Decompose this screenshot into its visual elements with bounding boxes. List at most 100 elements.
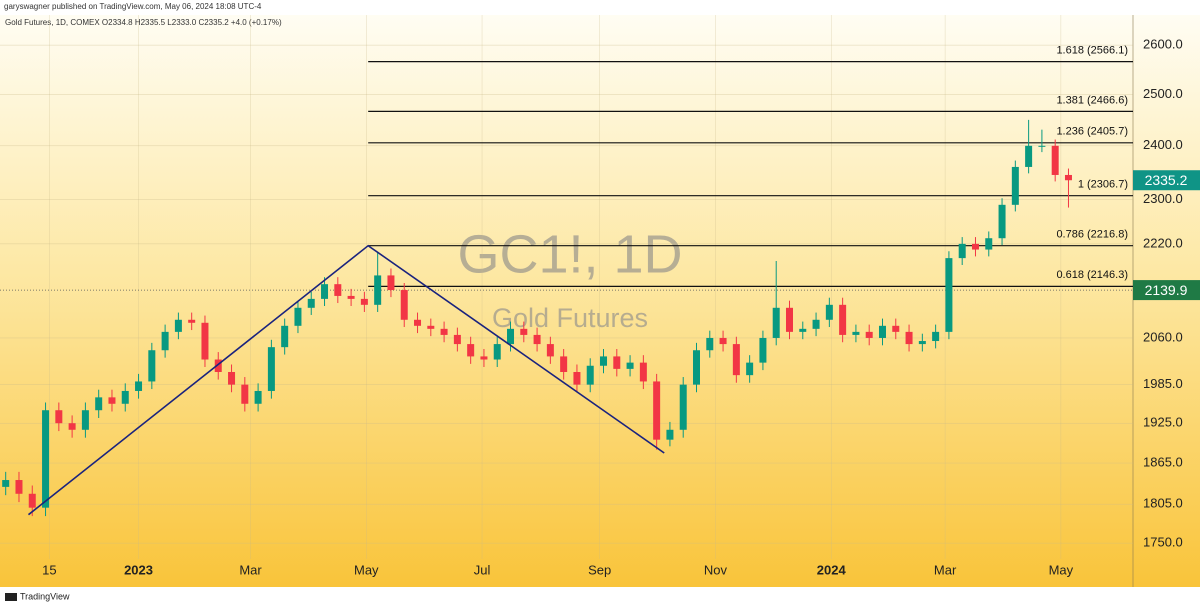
candle-body	[1025, 145, 1033, 167]
x-tick-label: 2024	[817, 562, 847, 577]
y-tick-label: 2220.0	[1143, 235, 1183, 250]
y-tick-label: 2060.0	[1143, 329, 1183, 344]
candle-body	[68, 423, 76, 430]
candle-body	[321, 284, 329, 299]
fib-level-label: 1.381 (2466.6)	[1056, 94, 1128, 106]
candle-body	[666, 429, 674, 440]
fib-level-label: 1.236 (2405.7)	[1056, 126, 1128, 138]
candle-body	[188, 319, 196, 323]
fib-level-label: 0.786 (2216.8)	[1056, 229, 1128, 241]
candle-body	[135, 381, 143, 391]
footer-text: TradingView	[20, 591, 70, 601]
y-tick-label: 1805.0	[1143, 496, 1183, 511]
candle-body	[573, 372, 581, 385]
candle-body	[772, 307, 780, 338]
candle-body	[613, 356, 621, 369]
candle-body	[267, 347, 275, 391]
x-tick-label: May	[354, 562, 379, 577]
candle-body	[427, 325, 435, 329]
candle-body	[241, 384, 249, 404]
marker-price-box	[1133, 280, 1200, 301]
watermark-subtitle: Gold Futures	[492, 303, 648, 333]
footer-bar	[0, 587, 1200, 607]
y-tick-label: 2400.0	[1143, 137, 1183, 152]
candle-body	[732, 344, 740, 376]
fib-level-label: 1.618 (2566.1)	[1056, 45, 1128, 57]
candle-body	[945, 258, 953, 332]
candle-body	[560, 356, 568, 373]
candle-body	[679, 384, 687, 430]
candle-body	[174, 319, 182, 332]
candle-body	[1051, 145, 1059, 175]
candle-body	[546, 344, 554, 357]
candle-body	[746, 362, 754, 376]
candle-body	[706, 337, 714, 351]
plot-background	[0, 15, 1200, 587]
candle-body	[414, 319, 422, 326]
last-price-box	[1133, 170, 1200, 191]
candle-body	[28, 493, 36, 508]
y-tick-label: 2600.0	[1143, 37, 1183, 52]
x-tick-label: 15	[42, 562, 56, 577]
y-tick-label: 2300.0	[1143, 191, 1183, 206]
candle-body	[852, 331, 860, 335]
candle-body	[626, 362, 634, 369]
candle-body	[493, 344, 501, 360]
watermark-title: GC1!, 1D	[457, 224, 682, 284]
candle-body	[55, 410, 63, 424]
candle-body	[878, 325, 886, 338]
candle-body	[985, 238, 993, 250]
candle-body	[719, 337, 727, 345]
candle-body	[653, 381, 661, 440]
candle-body	[918, 341, 926, 345]
candle-body	[693, 350, 701, 385]
candle-body	[839, 304, 847, 335]
y-tick-label: 1865.0	[1143, 454, 1183, 469]
candle-body	[281, 325, 289, 348]
candle-body	[998, 204, 1006, 239]
candle-body	[932, 331, 940, 342]
candle-body	[533, 334, 541, 345]
candle-body	[1064, 174, 1072, 181]
candle-body	[294, 307, 302, 326]
candle-body	[81, 410, 89, 430]
candle-body	[2, 480, 10, 487]
candle-body	[214, 359, 222, 373]
x-tick-label: Nov	[704, 562, 728, 577]
candle-body	[400, 290, 408, 320]
marker-price-label: 2139.9	[1145, 282, 1188, 298]
y-tick-label: 1750.0	[1143, 535, 1183, 550]
candle-body	[865, 331, 873, 338]
trendline	[27, 244, 665, 516]
candle-body	[1038, 145, 1046, 147]
candle-body	[374, 275, 382, 305]
last-price-label: 2335.2	[1145, 172, 1188, 188]
candle-body	[905, 331, 913, 345]
candle-body	[161, 331, 169, 351]
candle-body	[201, 322, 209, 360]
candle-body	[958, 243, 966, 259]
candle-body	[148, 350, 156, 382]
candle-body	[334, 284, 342, 296]
candle-body	[1011, 166, 1019, 205]
y-tick-label: 2500.0	[1143, 86, 1183, 101]
candle-body	[892, 325, 900, 332]
candle-body	[586, 365, 594, 385]
candle-body	[759, 337, 767, 363]
candle-body	[639, 362, 647, 382]
y-tick-label: 1985.0	[1143, 376, 1183, 391]
candle-body	[520, 328, 528, 335]
candle-body	[785, 307, 793, 332]
header-text: garyswagner published on TradingView.com…	[4, 2, 262, 11]
header-bar	[0, 0, 1200, 15]
x-tick-label: Mar	[934, 562, 957, 577]
candle-body	[307, 298, 315, 308]
y-tick-label: 1925.0	[1143, 415, 1183, 430]
candle-body	[440, 328, 448, 335]
candle-body	[254, 390, 262, 404]
candle-body	[507, 328, 515, 345]
x-tick-label: May	[1049, 562, 1074, 577]
candle-body	[387, 275, 395, 291]
fib-level-label: 1 (2306.7)	[1078, 179, 1128, 191]
